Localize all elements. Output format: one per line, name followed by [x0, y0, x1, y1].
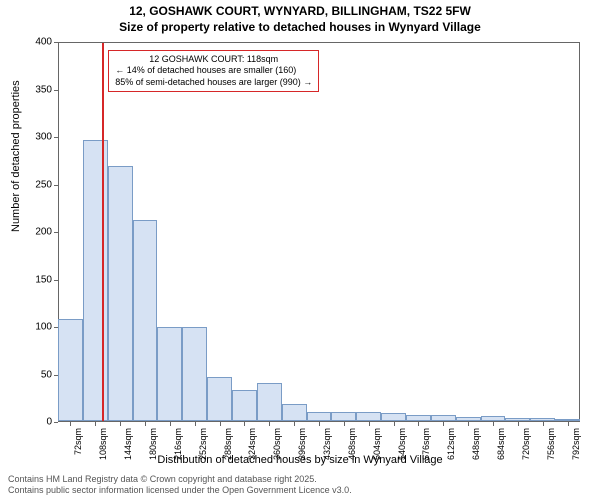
y-tick-label: 400: [35, 37, 52, 48]
title-line-1: 12, GOSHAWK COURT, WYNYARD, BILLINGHAM, …: [0, 4, 600, 20]
y-tick-mark: [54, 42, 58, 43]
x-tick-mark: [145, 422, 146, 426]
x-tick-mark: [493, 422, 494, 426]
annotation-line-2: ← 14% of detached houses are smaller (16…: [115, 65, 312, 76]
title-block: 12, GOSHAWK COURT, WYNYARD, BILLINGHAM, …: [0, 0, 600, 35]
x-tick-mark: [294, 422, 295, 426]
footer-line-1: Contains HM Land Registry data © Crown c…: [8, 474, 352, 485]
x-tick-mark: [468, 422, 469, 426]
y-tick-label: 350: [35, 84, 52, 95]
histogram-bar: [232, 390, 257, 421]
annotation-line-3: 85% of semi-detached houses are larger (…: [115, 77, 312, 88]
histogram-bar: [381, 413, 406, 422]
y-tick-mark: [54, 232, 58, 233]
histogram-bar: [505, 418, 530, 421]
y-tick-mark: [54, 185, 58, 186]
x-tick-mark: [543, 422, 544, 426]
x-tick-mark: [269, 422, 270, 426]
histogram-bar: [157, 327, 182, 422]
histogram-bar: [356, 412, 381, 421]
x-tick-mark: [344, 422, 345, 426]
histogram-bar: [431, 415, 456, 421]
title-line-2: Size of property relative to detached ho…: [0, 20, 600, 36]
x-tick-mark: [418, 422, 419, 426]
y-tick-mark: [54, 422, 58, 423]
histogram-bar: [530, 418, 555, 421]
x-tick-mark: [120, 422, 121, 426]
y-tick-label: 0: [46, 417, 52, 428]
x-tick-mark: [319, 422, 320, 426]
footer-attribution: Contains HM Land Registry data © Crown c…: [8, 474, 352, 496]
property-marker-line: [102, 43, 104, 421]
histogram-bar: [108, 166, 133, 421]
histogram-bar: [133, 220, 158, 421]
y-tick-label: 50: [41, 369, 52, 380]
x-axis-label: Distribution of detached houses by size …: [0, 454, 600, 466]
x-tick-mark: [369, 422, 370, 426]
histogram-bar: [182, 327, 207, 422]
histogram-bar: [456, 417, 481, 421]
y-tick-label: 150: [35, 274, 52, 285]
x-tick-mark: [220, 422, 221, 426]
footer-line-2: Contains public sector information licen…: [8, 485, 352, 496]
x-tick-mark: [244, 422, 245, 426]
y-tick-mark: [54, 90, 58, 91]
x-tick-label: 72sqm: [73, 428, 83, 455]
x-tick-mark: [170, 422, 171, 426]
histogram-bar: [406, 415, 431, 421]
y-tick-label: 250: [35, 179, 52, 190]
x-tick-mark: [568, 422, 569, 426]
histogram-bar: [207, 377, 232, 421]
y-tick-mark: [54, 280, 58, 281]
x-tick-mark: [394, 422, 395, 426]
y-tick-label: 100: [35, 322, 52, 333]
y-axis-label: Number of detached properties: [10, 80, 22, 232]
x-tick-mark: [95, 422, 96, 426]
x-tick-mark: [70, 422, 71, 426]
annotation-box: 12 GOSHAWK COURT: 118sqm ← 14% of detach…: [108, 50, 319, 92]
y-tick-mark: [54, 137, 58, 138]
histogram-bar: [257, 383, 282, 421]
histogram-bar: [555, 419, 580, 421]
histogram-bar: [331, 412, 356, 421]
histogram-bar: [481, 416, 506, 421]
annotation-line-1: 12 GOSHAWK COURT: 118sqm: [115, 54, 312, 65]
histogram-bar: [307, 412, 332, 421]
y-tick-label: 200: [35, 227, 52, 238]
x-tick-mark: [195, 422, 196, 426]
x-tick-mark: [518, 422, 519, 426]
chart-container: 12, GOSHAWK COURT, WYNYARD, BILLINGHAM, …: [0, 0, 600, 500]
histogram-bar: [58, 319, 83, 421]
histogram-bar: [83, 140, 108, 421]
plot-area: 72sqm108sqm144sqm180sqm216sqm252sqm288sq…: [58, 42, 580, 422]
y-tick-label: 300: [35, 132, 52, 143]
x-tick-mark: [443, 422, 444, 426]
histogram-bar: [282, 404, 307, 421]
